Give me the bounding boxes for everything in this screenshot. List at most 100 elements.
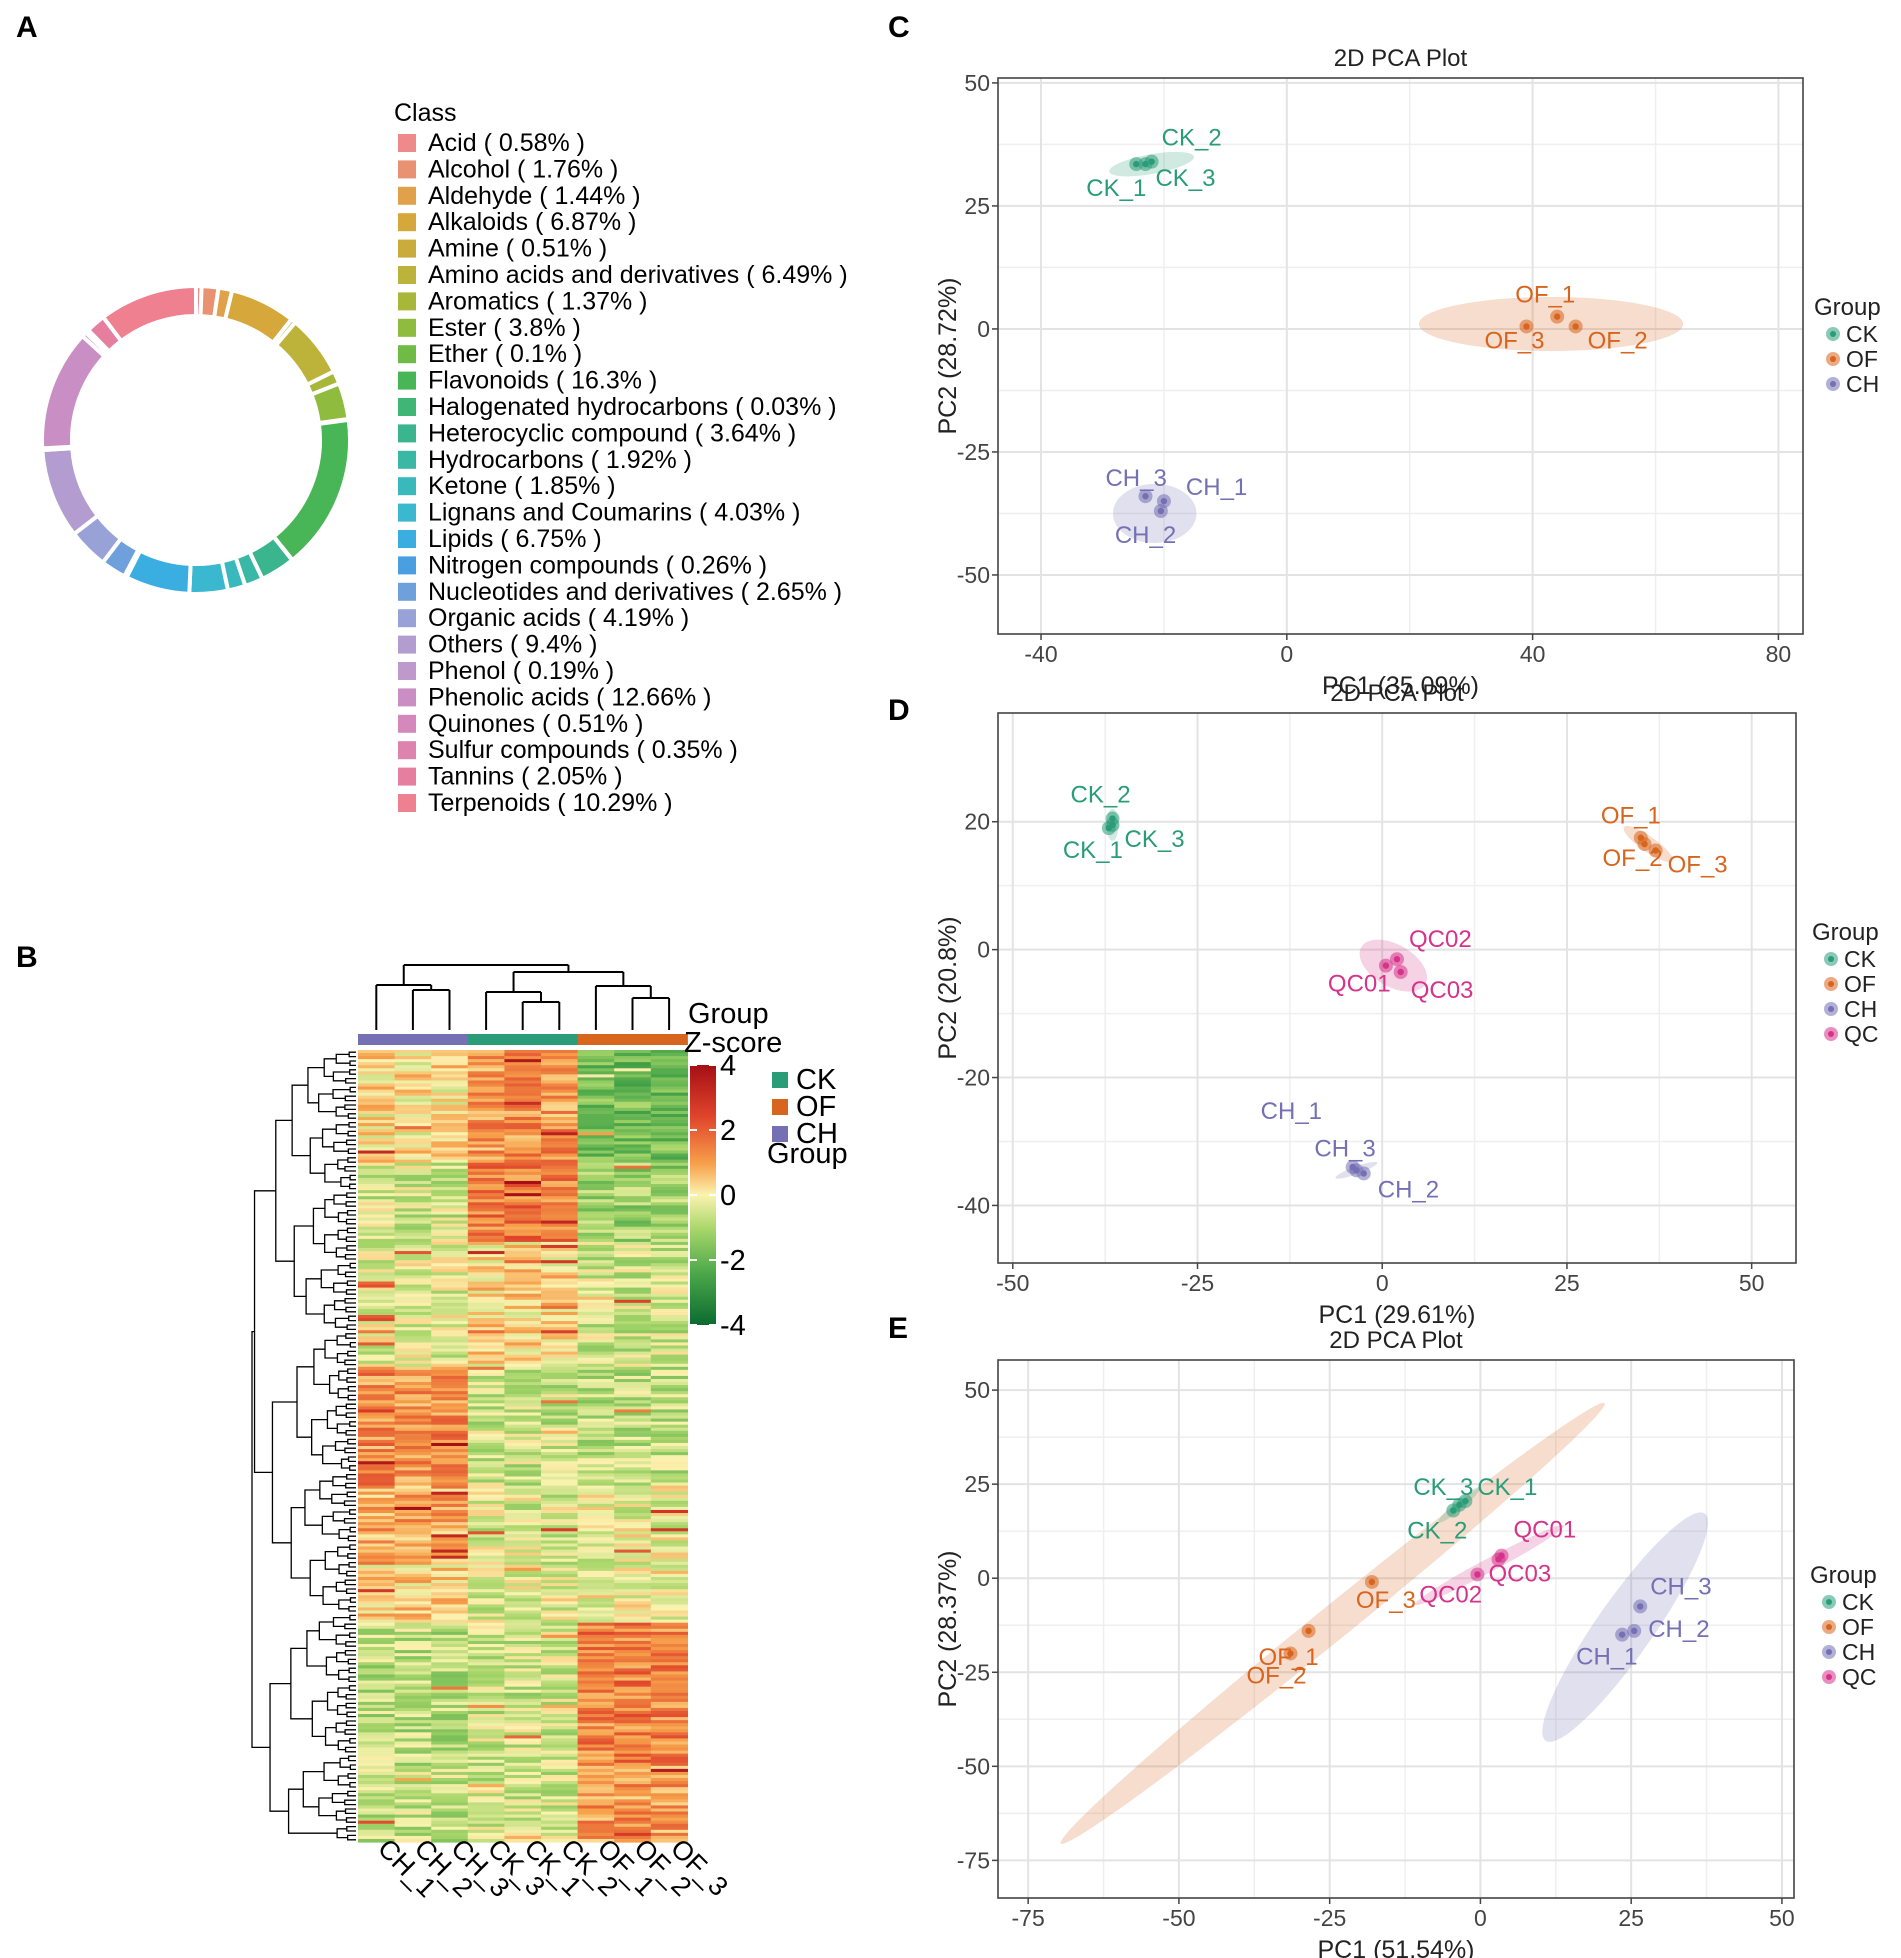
heatmap-cell <box>650 1455 688 1459</box>
legend-marker <box>1826 1599 1832 1605</box>
heatmap-cell <box>577 1232 615 1237</box>
heatmap-cell <box>650 1388 688 1392</box>
heatmap-cell <box>614 1153 652 1158</box>
heatmap-cell <box>650 1135 688 1139</box>
heatmap-cell <box>431 1400 469 1404</box>
group-legend-swatch <box>772 1126 788 1142</box>
heatmap-cell <box>504 1723 542 1727</box>
heatmap-cell <box>650 1604 688 1609</box>
heatmap-cell <box>650 1068 688 1072</box>
heatmap-cell <box>577 1628 615 1633</box>
heatmap-cell <box>358 1793 396 1797</box>
heatmap-cell <box>504 1714 542 1718</box>
heatmap-cell <box>614 1208 652 1213</box>
heatmap-cell <box>394 1835 432 1840</box>
heatmap-cell <box>650 1653 688 1657</box>
heatmap-cell <box>614 1838 652 1843</box>
heatmap-cell <box>614 1808 652 1813</box>
heatmap-cell <box>394 1104 432 1109</box>
heatmap-cell <box>614 1244 652 1249</box>
heatmap-cell <box>541 1774 579 1779</box>
row-dendrogram <box>251 1051 356 1841</box>
heatmap-cell <box>467 1436 505 1441</box>
legend-marker <box>1828 981 1834 987</box>
heatmap-cell <box>650 1427 688 1432</box>
heatmap-cell <box>394 1601 432 1605</box>
heatmap-cell <box>541 1467 579 1471</box>
heatmap-cell <box>541 1113 579 1118</box>
heatmap-cell <box>541 1522 579 1526</box>
heatmap-cell <box>577 1153 615 1158</box>
heatmap-cell <box>650 1567 688 1572</box>
dendrogram-branch <box>344 1746 356 1753</box>
heatmap-cell <box>650 1491 688 1496</box>
heatmap-cell <box>431 1726 469 1730</box>
heatmap-cell <box>504 1113 542 1118</box>
heatmap-cell <box>358 1305 396 1310</box>
heatmap-cell <box>541 1485 579 1490</box>
heatmap-cell <box>467 1418 505 1423</box>
heatmap-cell <box>358 1707 396 1712</box>
heatmap-cell <box>614 1662 652 1666</box>
heatmap-cell <box>504 1077 542 1082</box>
heatmap-cell <box>431 1193 469 1197</box>
heatmap-cell <box>541 1820 579 1825</box>
dendrogram-branch <box>344 1447 356 1454</box>
heatmap-cell <box>467 1263 505 1267</box>
heatmap-cell <box>394 1689 432 1694</box>
heatmap-cell <box>394 1516 432 1520</box>
heatmap-cell <box>614 1552 652 1557</box>
dendrogram-branch <box>347 1157 356 1163</box>
heatmap-cell <box>394 1573 432 1578</box>
heatmap-cell <box>394 1110 432 1115</box>
dendrogram-branch <box>305 1278 325 1315</box>
y-tick-label: 0 <box>977 316 990 342</box>
heatmap-cell <box>394 1254 432 1258</box>
heatmap-cell <box>358 1382 396 1386</box>
heatmap-cell <box>650 1184 688 1188</box>
heatmap-cell <box>467 1077 505 1082</box>
heatmap-cell <box>614 1391 652 1395</box>
heatmap-cell <box>650 1598 688 1602</box>
heatmap-cell <box>467 1430 505 1435</box>
heatmap-cell <box>541 1811 579 1816</box>
heatmap-cell <box>394 1336 432 1340</box>
heatmap-cell <box>614 1305 652 1310</box>
heatmap-cell <box>614 1531 652 1535</box>
dendrogram-branch <box>346 1192 356 1199</box>
heatmap-cell <box>614 1117 652 1121</box>
heatmap-cell <box>541 1625 579 1630</box>
legend-item-label: Halogenated hydrocarbons ( 0.03% ) <box>428 393 837 421</box>
heatmap-cell <box>358 1607 396 1612</box>
heatmap-cell <box>394 1656 432 1660</box>
heatmap-cell <box>650 1208 688 1213</box>
heatmap-cell <box>504 1327 542 1331</box>
heatmap-cell <box>358 1104 396 1109</box>
heatmap-cell <box>650 1223 688 1228</box>
heatmap-cell <box>504 1336 542 1340</box>
heatmap-cell <box>614 1083 652 1088</box>
heatmap-cell <box>541 1455 579 1459</box>
heatmap-cell <box>504 1388 542 1392</box>
heatmap-cell <box>431 1369 469 1374</box>
heatmap-cell <box>577 1104 615 1109</box>
heatmap-cell <box>358 1290 396 1295</box>
heatmap-cell <box>541 1278 579 1283</box>
heatmap-cell <box>431 1248 469 1252</box>
heatmap-cell <box>358 1738 396 1743</box>
heatmap-cell <box>431 1378 469 1383</box>
heatmap-cell <box>650 1439 688 1444</box>
heatmap-cell <box>541 1415 579 1420</box>
heatmap-cell <box>504 1479 542 1484</box>
heatmap-cell <box>431 1281 469 1286</box>
heatmap-cell <box>394 1576 432 1581</box>
heatmap-cell <box>504 1351 542 1356</box>
heatmap-cell <box>650 1339 688 1344</box>
dendrogram-branch <box>344 1359 356 1366</box>
heatmap-cell <box>504 1378 542 1383</box>
heatmap-cell <box>394 1363 432 1368</box>
y-tick-label: -20 <box>957 1065 990 1091</box>
heatmap-cell <box>504 1062 542 1066</box>
heatmap-cell <box>394 1318 432 1322</box>
colorbar-tick-label: 0 <box>720 1180 736 1212</box>
